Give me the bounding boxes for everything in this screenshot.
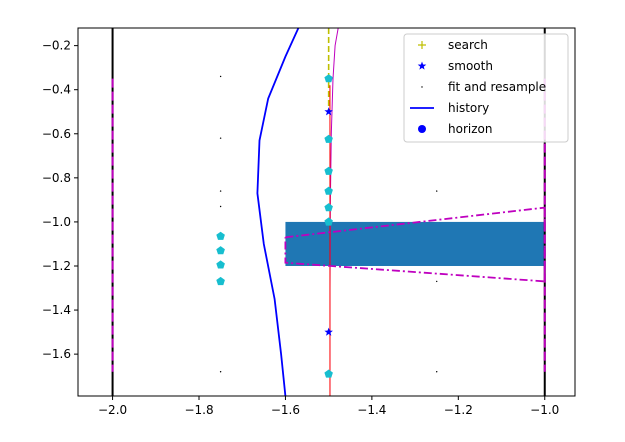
legend-marker-horizon (418, 125, 426, 133)
y-tick-label-6: −1.4 (42, 303, 71, 317)
cyan-pentagon-2 (324, 166, 333, 175)
fit-dot-2 (219, 190, 222, 192)
smooth-star-1 (324, 327, 333, 336)
legend-label-3: history (448, 101, 489, 115)
fit-dot-7 (436, 371, 438, 373)
cyan-pentagon-7 (216, 231, 225, 240)
y-tick-label-5: −1.2 (42, 259, 71, 273)
fit-dot-3 (219, 205, 222, 208)
cyan-pentagon-0 (324, 74, 333, 83)
legend-marker-search (418, 41, 426, 49)
x-tick-label-3: −1.4 (357, 403, 386, 417)
axes-frame (77, 27, 576, 397)
magenta-thin-curve (329, 28, 339, 396)
legend-label-4: horizon (448, 122, 492, 136)
y-tick-label-3: −0.8 (42, 171, 71, 185)
legend-label-0: search (448, 38, 488, 52)
smooth-star-0 (324, 107, 333, 116)
cyan-pentagon-5 (324, 217, 333, 226)
plot-area (111, 28, 546, 396)
x-tick-label-2: −1.6 (271, 403, 300, 417)
blue-rectangle (285, 221, 545, 266)
cyan-pentagon-6 (324, 369, 333, 378)
cyan-pentagon-1 (324, 134, 333, 143)
x-tick-label-0: −2.0 (98, 403, 127, 417)
history-curve (256, 28, 300, 396)
legend-marker-fit (421, 86, 423, 88)
legend-marker-smooth (417, 61, 427, 70)
fit-dot-1 (219, 137, 222, 139)
legend: search smooth fit and resample history horiz… (403, 33, 569, 143)
cyan-pentagon-10 (216, 276, 225, 286)
cyan-pentagon-3 (324, 186, 333, 195)
legend-label-2: fit and resample (448, 80, 546, 94)
y-tick-label-0: −0.2 (42, 39, 71, 53)
y-tick-label-2: −0.6 (42, 127, 71, 141)
tick-layer: −2.0 −1.8 −1.6 −1.4 −1.2 −1.0 −0.2 −0.4 −0.6 −0.8… (42, 39, 559, 417)
legend-label-1: smooth (448, 59, 493, 73)
legend-box (403, 33, 569, 143)
y-tick-label-4: −1.0 (42, 215, 71, 229)
x-tick-label-1: −1.8 (184, 403, 213, 417)
y-tick-label-1: −0.4 (42, 83, 71, 97)
cyan-pentagon-8 (216, 246, 225, 255)
fit-dot-6 (436, 280, 438, 283)
x-tick-label-4: −1.2 (444, 403, 473, 417)
cyan-pentagon-9 (216, 260, 225, 269)
magenta-dashdot-polygon (284, 206, 546, 283)
fit-dot-0 (219, 75, 222, 78)
x-tick-label-5: −1.0 (530, 403, 559, 417)
cyan-pentagon-4 (324, 203, 333, 212)
fit-dot-4 (219, 371, 222, 373)
fit-dot-5 (436, 190, 438, 192)
y-tick-label-7: −1.6 (42, 347, 71, 361)
